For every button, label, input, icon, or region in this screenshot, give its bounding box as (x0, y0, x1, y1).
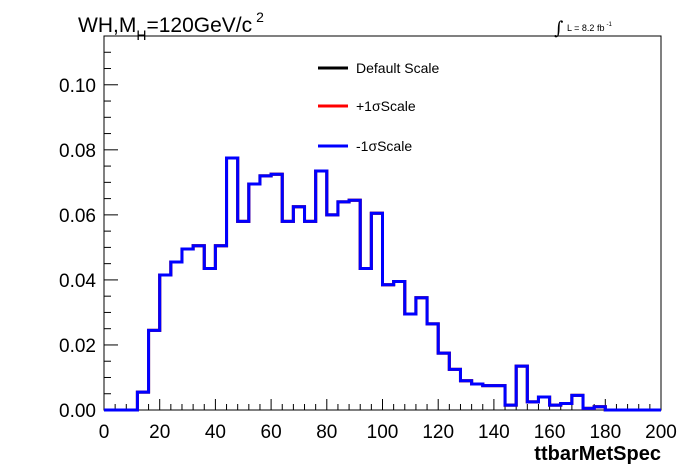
y-tick-label: 0.04 (59, 271, 96, 292)
legend-label: +1σScale (356, 98, 416, 114)
chart-title-subscript: H (136, 27, 146, 43)
x-tick-label: 180 (589, 422, 621, 443)
y-axis: 0.00 0.02 0.04 0.06 0.08 0.10 (59, 35, 118, 422)
integral-sign: ∫ (554, 18, 564, 39)
x-tick-label: 60 (261, 422, 282, 443)
x-tick-label: 20 (149, 422, 170, 443)
legend-label: Default Scale (356, 60, 439, 76)
y-tick-label: 0.06 (59, 206, 96, 227)
y-tick-label: 0.10 (59, 76, 96, 97)
y-tick-label: 0.00 (59, 401, 96, 422)
series-layer (104, 156, 661, 412)
x-tick-label: 160 (534, 422, 566, 443)
x-tick-label: 120 (422, 422, 454, 443)
x-tick-label: 140 (478, 422, 510, 443)
x-tick-label: 0 (99, 422, 110, 443)
y-tick-label: 0.02 (59, 336, 96, 357)
legend-label: -1σScale (356, 138, 412, 154)
x-axis: 0 20 40 60 80 100 120 140 160 180 200 (99, 399, 677, 443)
chart-title-superscript: 2 (256, 9, 264, 25)
x-axis-title: ttbarMetSpec (534, 443, 661, 465)
x-tick-label: 40 (205, 422, 226, 443)
luminosity-label: L = 8.2 fb -1 (567, 22, 612, 33)
x-tick-label: 80 (316, 422, 337, 443)
x-tick-label: 100 (367, 422, 399, 443)
luminosity-text: L = 8.2 fb (567, 23, 604, 33)
luminosity-superscript: -1 (606, 22, 612, 28)
chart-title: WH,MH=120GeV/c 2 (78, 9, 264, 43)
series-line-3 (104, 156, 661, 412)
chart-title-main: WH,M (78, 14, 136, 37)
y-tick-label: 0.08 (59, 141, 96, 162)
chart-title-rest: =120GeV/c (146, 14, 252, 37)
x-tick-label: 200 (645, 422, 677, 443)
legend: Default Scale +1σScale -1σScale (318, 60, 439, 154)
